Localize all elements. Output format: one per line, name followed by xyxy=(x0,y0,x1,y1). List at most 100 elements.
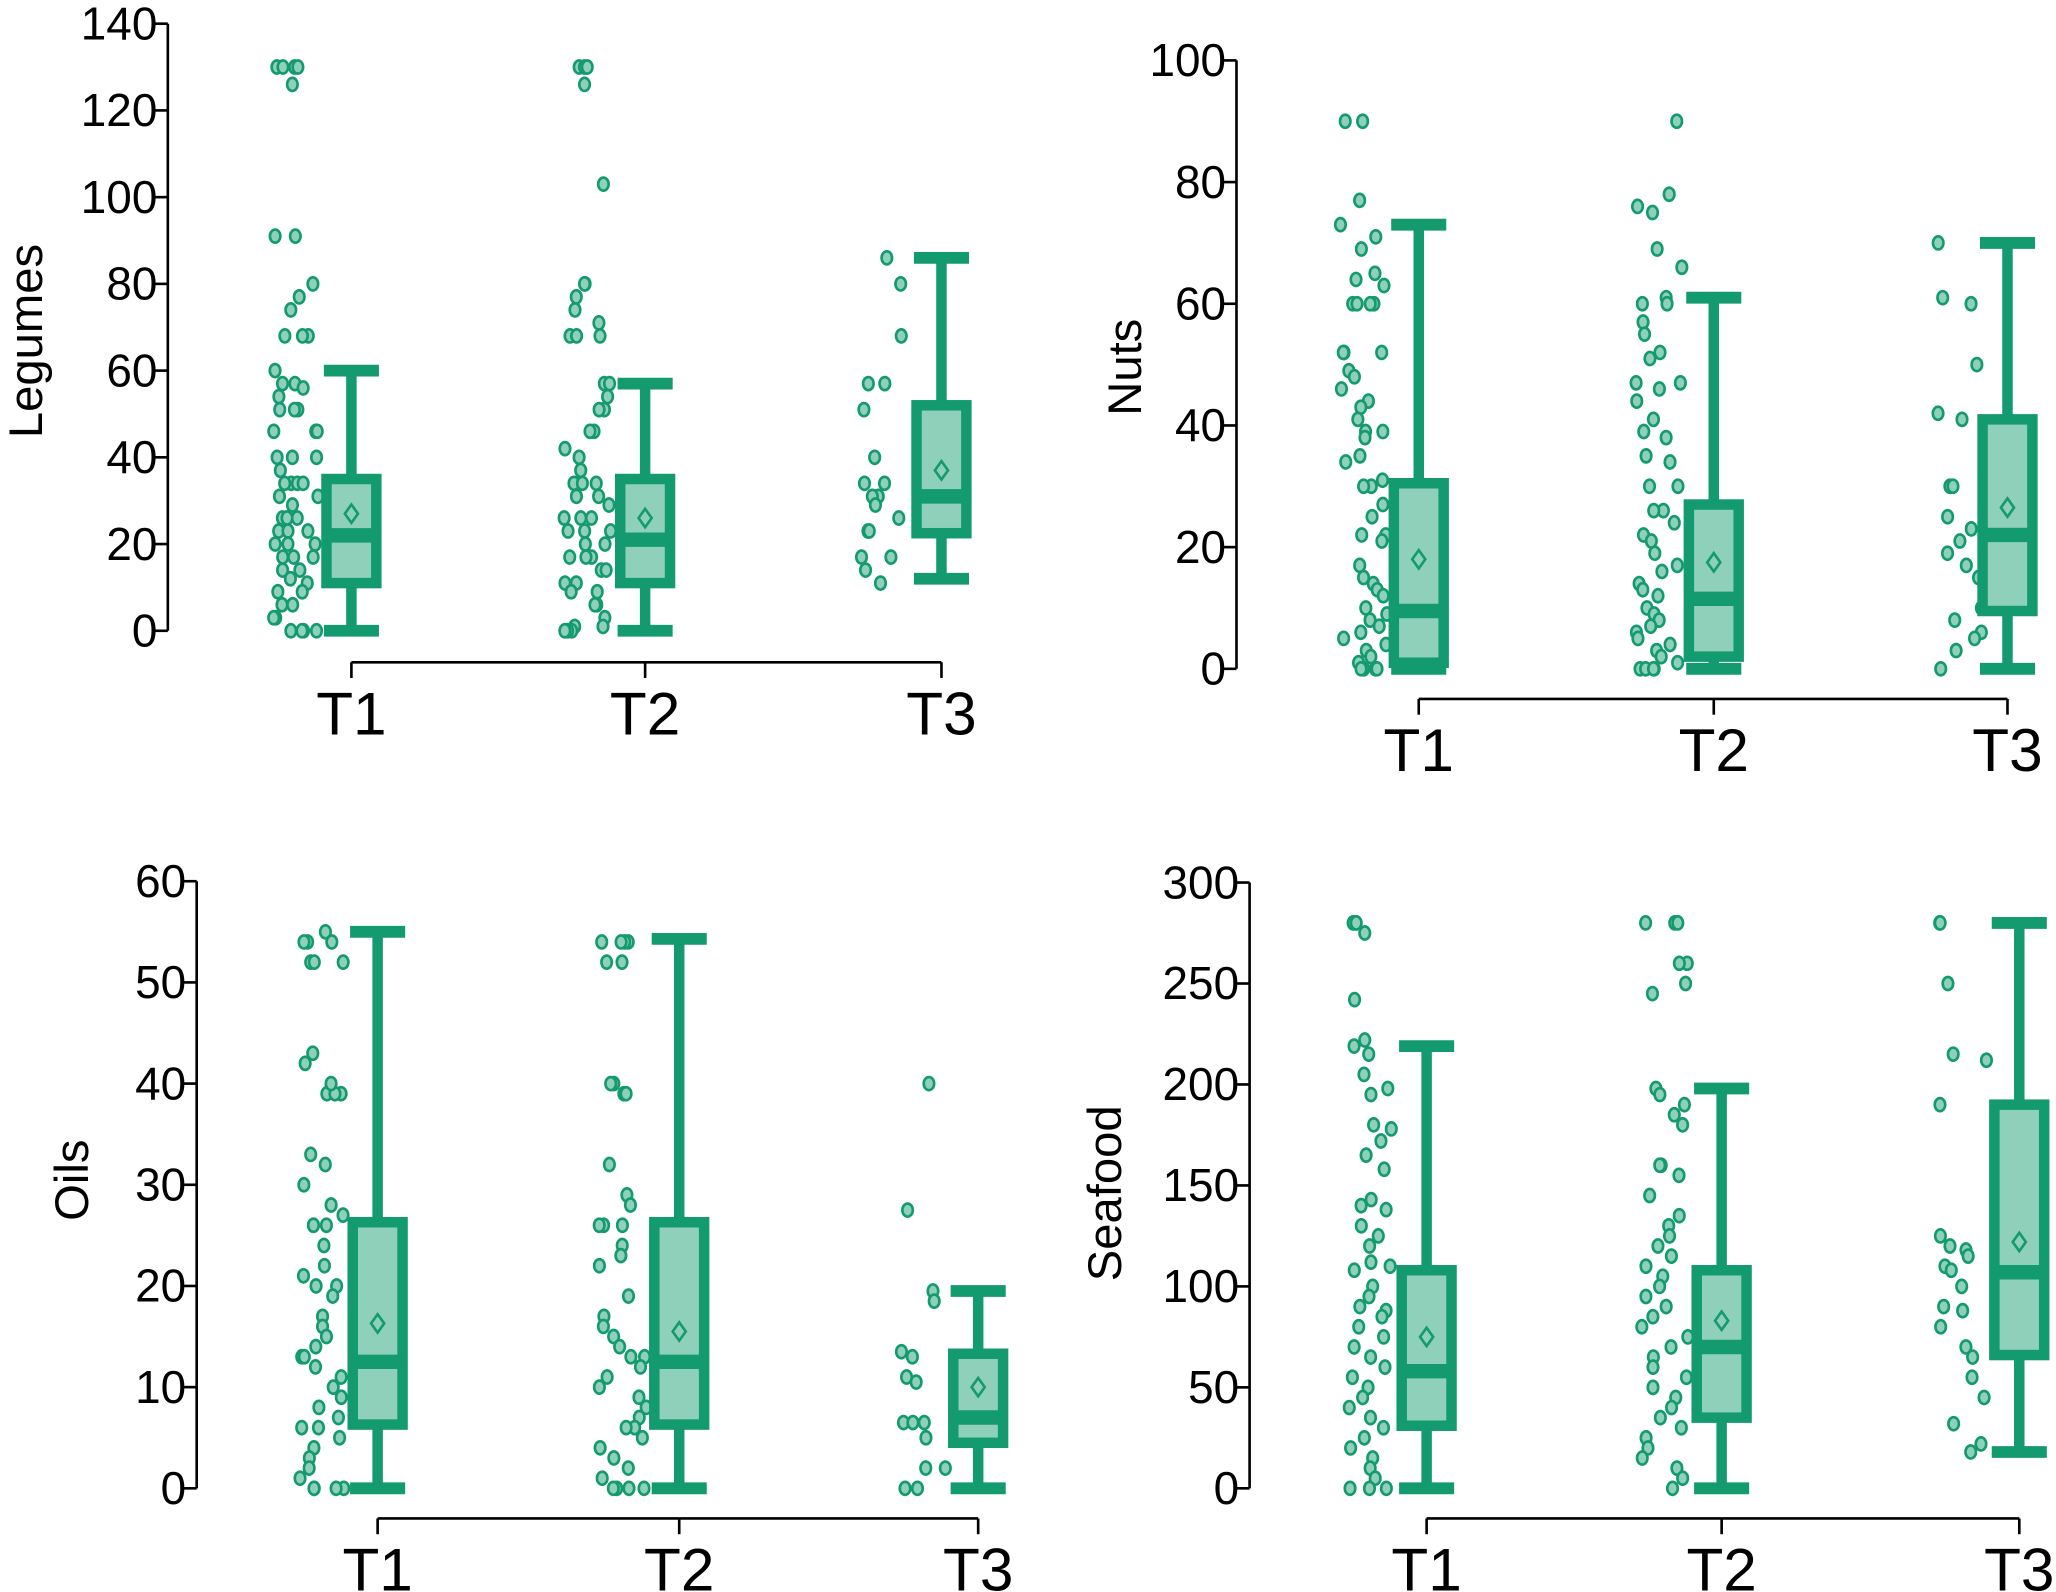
data-point xyxy=(270,449,284,466)
data-point xyxy=(1375,533,1389,549)
data-point xyxy=(600,1369,614,1385)
data-point xyxy=(1642,478,1657,495)
data-point xyxy=(1358,429,1372,446)
data-point xyxy=(1947,1415,1961,1432)
y-tick-label: 0 xyxy=(161,1462,187,1514)
data-point xyxy=(1353,192,1367,209)
data-point xyxy=(1364,648,1378,665)
data-point xyxy=(1655,563,1669,580)
data-point xyxy=(1353,448,1367,464)
data-point xyxy=(1636,581,1650,598)
data-point xyxy=(1635,1318,1649,1335)
data-point xyxy=(635,1429,649,1446)
data-point xyxy=(302,1460,316,1476)
data-point xyxy=(306,276,320,292)
data-point xyxy=(1376,1419,1391,1436)
data-point xyxy=(1934,1318,1948,1335)
data-point xyxy=(602,1156,616,1173)
y-tick-label: 40 xyxy=(106,431,157,483)
data-point xyxy=(1376,496,1390,513)
y-tick-label: 150 xyxy=(1163,1159,1240,1211)
data-point xyxy=(1650,241,1664,257)
mean-marker xyxy=(1410,547,1427,571)
data-point xyxy=(1364,1191,1378,1208)
mean-marker xyxy=(1705,550,1722,574)
data-point xyxy=(574,462,588,479)
data-point xyxy=(1362,1288,1376,1305)
data-point xyxy=(607,1328,621,1345)
data-point xyxy=(1643,1187,1657,1204)
group-t2 xyxy=(557,59,676,639)
data-point xyxy=(604,523,618,539)
data-point xyxy=(280,510,294,526)
data-point xyxy=(632,1389,646,1406)
data-point xyxy=(595,1470,609,1487)
data-point xyxy=(1363,1409,1378,1426)
data-point xyxy=(325,934,339,950)
data-point xyxy=(1931,235,1945,251)
data-point xyxy=(868,497,883,513)
data-point xyxy=(1347,1262,1361,1279)
data-point xyxy=(1345,1369,1359,1386)
data-point xyxy=(1968,630,1982,647)
data-point xyxy=(1371,1228,1385,1244)
data-point xyxy=(592,401,606,418)
data-point xyxy=(1665,1399,1679,1416)
data-point xyxy=(1342,1399,1356,1416)
data-point xyxy=(600,954,614,971)
data-point xyxy=(868,449,882,466)
data-point xyxy=(1679,1369,1693,1386)
data-point xyxy=(309,449,324,466)
data-point xyxy=(1672,1207,1686,1224)
iqr-box xyxy=(1388,478,1449,668)
data-point xyxy=(1664,1248,1678,1264)
data-point xyxy=(1343,1480,1357,1497)
data-point xyxy=(286,596,300,613)
group-t1 xyxy=(1333,113,1449,677)
data-point xyxy=(293,1470,307,1487)
data-point xyxy=(1356,113,1370,130)
data-point xyxy=(273,401,287,418)
data-point xyxy=(1936,289,1950,306)
data-point xyxy=(622,1480,636,1497)
data-point xyxy=(1670,113,1684,130)
data-point xyxy=(1374,1133,1388,1149)
data-point xyxy=(1376,423,1390,440)
x-tick-label: T2 xyxy=(610,679,680,747)
data-point xyxy=(267,423,281,440)
data-point xyxy=(1933,915,1947,931)
group-t1 xyxy=(267,59,382,639)
data-point xyxy=(1644,618,1658,635)
data-point xyxy=(1344,1440,1358,1456)
y-tick-label: 20 xyxy=(106,518,157,570)
data-point xyxy=(308,1359,323,1375)
mean-marker xyxy=(369,1311,386,1335)
data-point xyxy=(1629,374,1643,391)
data-point xyxy=(1662,186,1676,203)
data-point xyxy=(281,536,295,552)
data-point xyxy=(285,76,299,93)
data-point xyxy=(1347,1339,1361,1355)
data-point xyxy=(295,622,309,639)
data-point xyxy=(919,1429,933,1446)
iqr-box xyxy=(1683,499,1744,662)
data-point xyxy=(268,536,282,552)
data-point xyxy=(1941,975,1955,992)
data-point xyxy=(1664,1339,1678,1355)
data-point xyxy=(569,488,583,505)
iqr-box xyxy=(948,1348,1009,1449)
data-point xyxy=(563,549,577,565)
data-point xyxy=(598,536,612,552)
data-point xyxy=(615,1217,629,1234)
data-point xyxy=(333,1429,347,1446)
data-point xyxy=(1338,113,1352,130)
panel-seafood: 0 50 100 150 200 250 300 Seafood T1 T2 T3 xyxy=(1079,856,2054,1592)
data-point xyxy=(1966,1349,1980,1365)
y-tick-label: 140 xyxy=(81,0,158,49)
data-point xyxy=(306,549,320,565)
data-point xyxy=(592,315,606,331)
data-point xyxy=(1959,557,1973,574)
data-point xyxy=(1931,405,1945,422)
data-point xyxy=(1347,1038,1361,1054)
y-tick-label: 100 xyxy=(1163,1260,1240,1312)
